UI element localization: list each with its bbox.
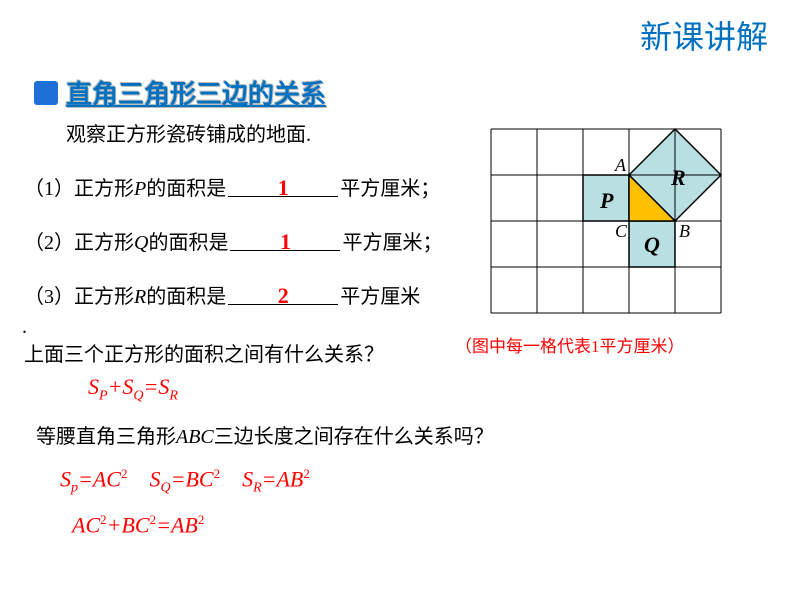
q2-mid: 的面积是 [148,226,228,255]
f2-sub3: R [253,481,262,496]
svg-text:Q: Q [644,232,660,257]
q2-answer: 1 [230,229,340,251]
q1-suffix: 平方厘米； [340,172,440,201]
caption-prefix: （图中每一格代表 [455,337,591,356]
q1-mid: 的面积是 [146,172,226,201]
question-1: （1）正方形 P 的面积是 1 平方厘米； [24,172,440,201]
caption-num: 1 [591,337,600,356]
f1-s1: S [88,374,99,399]
q3-prefix: （3）正方形 [24,280,134,309]
relation-question-2: 等腰直角三角形ABC三边长度之间存在什么关系吗？ [36,420,494,449]
f2-t3: S [242,466,253,491]
f1-sub1: P [99,388,108,403]
f2-sub2: Q [160,481,170,496]
svg-text:B: B [679,221,690,241]
caption-suffix: 平方厘米） [600,337,685,356]
diagram-caption: （图中每一格代表1平方厘米） [455,332,685,357]
f1-sub3: R [169,388,178,403]
formula-squares: Sp=AC2 SQ=BC2 SR=AB2 [60,466,310,497]
formula-area-sum: SP+SQ=SR [88,374,178,404]
diagram-svg: A C B P Q R [490,128,750,314]
svg-text:C: C [615,221,628,241]
f2-t2: S [149,466,160,491]
f3-c: AB [171,512,198,537]
svg-text:P: P [599,188,614,213]
q1-prefix: （1）正方形 [24,172,134,201]
f1-eq: = [144,374,159,399]
q2-var: Q [134,232,148,255]
f1-plus: + [108,374,123,399]
q3-mid: 的面积是 [146,280,226,309]
tile-diagram: A C B P Q R [490,128,750,319]
f2-t1: S [60,466,71,491]
rq2-var: ABC [176,426,214,448]
f1-sub2: Q [133,388,143,403]
q3-var: R [134,286,146,309]
section-title: 直角三角形三边的关系 [66,74,326,111]
f2-sup2: 2 [214,466,221,481]
q3-suffix: 平方厘米 [340,280,420,309]
f2-eq3: =AB [262,466,304,491]
f3-eq: = [156,512,171,537]
f3-sup3: 2 [198,512,205,527]
f3-plus: + [107,512,122,537]
section-title-wrap: 直角三角形三边的关系 [34,74,326,111]
svg-text:R: R [670,165,686,190]
svg-text:A: A [614,155,627,175]
rq2-prefix: 等腰直角三角形 [36,426,176,448]
f2-sup1: 2 [121,466,128,481]
formula-pythagoras: AC2+BC2=AB2 [72,512,204,538]
f2-eq1: =AC [78,466,121,491]
header-title: 新课讲解 [640,12,768,58]
q3-answer: 2 [228,283,338,305]
q2-prefix: （2）正方形 [24,226,134,255]
f3-a: AC [72,512,100,537]
q1-answer: 1 [228,175,338,197]
question-3: （3）正方形 R 的面积是 2 平方厘米 [24,280,420,309]
f3-b: BC [121,512,149,537]
relation-question: 上面三个正方形的面积之间有什么关系？ [24,338,384,367]
f1-s2: S [122,374,133,399]
q2-suffix: 平方厘米； [342,226,442,255]
f2-sup3: 2 [303,466,310,481]
intro-text: 观察正方形瓷砖铺成的地面. [66,118,311,147]
q1-var: P [134,178,146,201]
section-marker-box [34,81,58,105]
f1-s3: S [158,374,169,399]
question-2: （2）正方形 Q 的面积是 1 平方厘米； [24,226,442,255]
rq2-suffix: 三边长度之间存在什么关系吗？ [214,426,494,448]
f2-eq2: =BC [171,466,214,491]
f2-sub1: p [71,481,78,496]
stray-dot: . [22,316,27,339]
